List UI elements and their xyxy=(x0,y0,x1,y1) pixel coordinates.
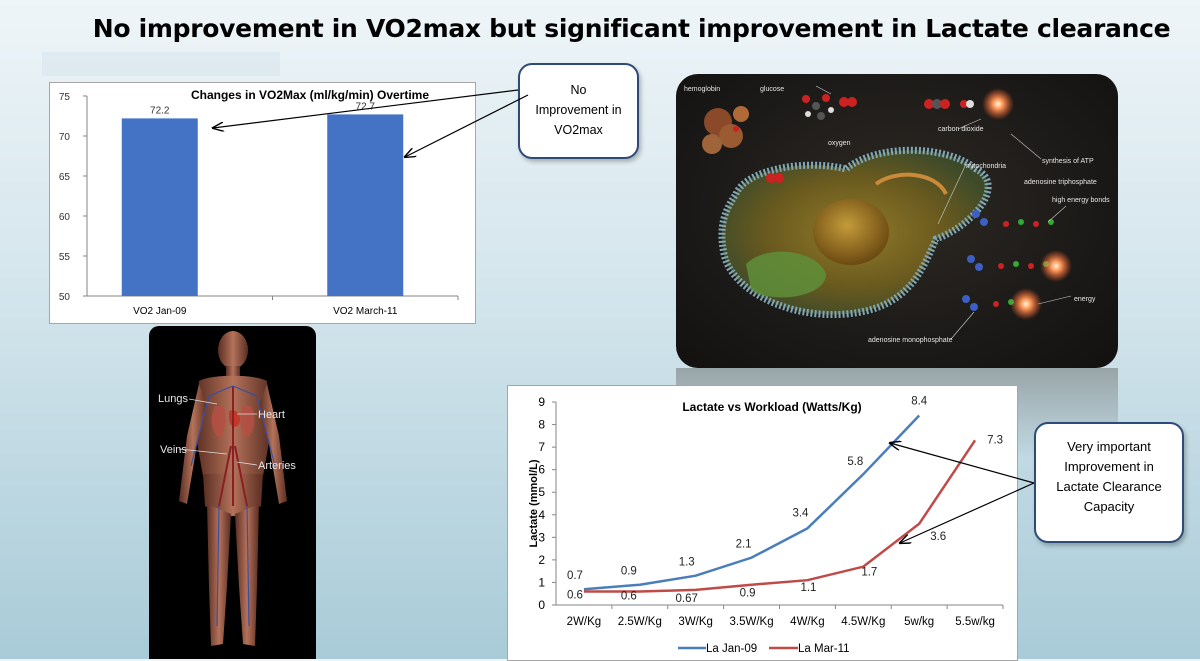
legend-label-jan: La Jan-09 xyxy=(706,643,757,655)
line-chart-title: Lactate vs Workload (Watts/Kg) xyxy=(682,400,861,414)
series-2-data-label: 3.6 xyxy=(930,531,946,543)
label-carbon-dioxide: carbon dioxide xyxy=(938,126,984,133)
lactate-line-chart: Lactate vs Workload (Watts/Kg) 0 1 2 3 4 5 6 7 8 9… xyxy=(507,385,1018,661)
label-energy: energy xyxy=(1074,296,1096,303)
line-y-tick-label: 5 xyxy=(538,485,545,499)
series-2-data-label: 1.7 xyxy=(861,567,877,579)
bar-2 xyxy=(327,114,404,297)
callout-lactate-improvement: Very important Improvement in Lactate Cl… xyxy=(1034,422,1184,543)
line-category-label: 4.5W/Kg xyxy=(841,616,885,628)
series-1-data-label: 0.7 xyxy=(567,570,583,582)
lactate-line-chart-svg: Lactate vs Workload (Watts/Kg) 0 1 2 3 4 5 6 7 8 9… xyxy=(528,395,1004,655)
callout-lactate-line-2: Improvement in xyxy=(1064,459,1154,474)
line-category-label: 3.5W/Kg xyxy=(730,616,774,628)
bar-chart-title: Changes in VO2Max (ml/kg/min) Overtime xyxy=(191,88,429,102)
vo2max-bar-chart-svg: Changes in VO2Max (ml/kg/min) Overtime 50… xyxy=(59,88,459,317)
series-2-data-label: 0.6 xyxy=(621,590,637,602)
label-synthesis-of-atp: synthesis of ATP xyxy=(1042,158,1094,165)
hemoglobin-molecule xyxy=(702,106,749,154)
label-arteries: Arteries xyxy=(258,460,296,472)
cell-energy-diagram: hemoglobin glucose oxygen carbon dioxide… xyxy=(676,74,1118,368)
series-line-2 xyxy=(583,439,977,593)
nucleus xyxy=(813,199,889,265)
atp-molecules xyxy=(962,210,1072,320)
line-y-tick-label: 0 xyxy=(538,598,545,612)
bar-y-tick-label: 55 xyxy=(59,252,71,263)
label-mitochondria: mitochondria xyxy=(966,163,1006,170)
line-y-tick-label: 8 xyxy=(538,418,545,432)
callout-vo2-line-3: VO2max xyxy=(554,123,603,137)
line-y-tick-label: 1 xyxy=(538,575,545,589)
line-y-axis-title: Lactate (mmol/L) xyxy=(528,459,540,547)
bar-value-label: 72.2 xyxy=(150,105,170,116)
series-2-data-label: 7.3 xyxy=(987,434,1003,446)
slide-title: No improvement in VO2max but significant… xyxy=(92,14,1171,43)
label-veins: Veins xyxy=(160,444,187,456)
line-y-tick-label: 2 xyxy=(538,553,545,567)
label-hemoglobin: hemoglobin xyxy=(684,86,720,93)
series-line-1 xyxy=(583,414,921,591)
series-2-data-label: 1.1 xyxy=(800,582,816,594)
bar-1 xyxy=(121,118,198,297)
series-1-data-label: 2.1 xyxy=(736,539,752,551)
callout-vo2-line-2: Improvement in xyxy=(535,103,622,117)
glucose-molecule xyxy=(802,94,834,120)
legend-label-mar: La Mar-11 xyxy=(798,643,850,655)
label-oxygen: oxygen xyxy=(828,140,851,147)
label-adenosine-monophosphate: adenosine monophosphate xyxy=(868,337,953,344)
line-category-label: 5w/kg xyxy=(904,616,934,628)
line-category-label: 4W/Kg xyxy=(790,616,825,628)
decorative-ribbon xyxy=(42,52,280,76)
bar-category-label: VO2 Jan-09 xyxy=(133,306,187,317)
bar-category-label: VO2 March-11 xyxy=(333,306,398,317)
line-y-tick-label: 9 xyxy=(538,395,545,409)
label-high-energy-bonds: high energy bonds xyxy=(1052,197,1110,204)
callout-vo2-line-1: No xyxy=(570,83,587,97)
series-2-data-label: 0.6 xyxy=(567,589,583,601)
cell-illustration: hemoglobin glucose oxygen carbon dioxide… xyxy=(684,85,1110,344)
vo2max-bar-chart: Changes in VO2Max (ml/kg/min) Overtime 50… xyxy=(49,82,476,324)
line-y-tick-label: 3 xyxy=(538,530,545,544)
label-heart: Heart xyxy=(258,409,285,421)
series-1-data-label: 5.8 xyxy=(847,456,863,468)
series-1-data-label: 0.9 xyxy=(621,566,637,578)
line-category-label: 5.5w/kg xyxy=(955,616,995,628)
line-category-label: 2.5W/Kg xyxy=(618,616,662,628)
series-1-data-label: 1.3 xyxy=(679,557,695,569)
series-2-data-label: 0.9 xyxy=(740,588,756,600)
series-1-data-label: 3.4 xyxy=(792,507,809,519)
energy-glow xyxy=(982,88,1014,120)
series-1-data-label: 8.4 xyxy=(911,396,928,408)
human-body-illustration: Lungs Heart Veins Arteries xyxy=(158,331,296,646)
line-category-label: 2W/Kg xyxy=(567,616,602,628)
line-category-label: 3W/Kg xyxy=(678,616,713,628)
label-glucose: glucose xyxy=(760,86,784,93)
bar-y-tick-label: 70 xyxy=(59,132,71,143)
callout-lactate-line-1: Very important xyxy=(1067,439,1151,454)
callout-no-improvement-vo2max: No Improvement in VO2max xyxy=(518,63,639,159)
bar-value-label: 72.7 xyxy=(356,101,376,112)
series-2-data-label: 0.67 xyxy=(675,593,697,605)
line-y-tick-label: 7 xyxy=(538,440,545,454)
label-lungs: Lungs xyxy=(158,393,188,405)
bar-y-tick-label: 65 xyxy=(59,172,71,183)
line-y-tick-label: 6 xyxy=(538,463,545,477)
bar-y-tick-label: 60 xyxy=(59,212,71,223)
bar-y-tick-label: 75 xyxy=(59,92,71,103)
human-circulatory-diagram: Lungs Heart Veins Arteries xyxy=(149,326,316,659)
label-adenosine-triphosphate: adenosine triphosphate xyxy=(1024,179,1097,186)
line-y-tick-label: 4 xyxy=(538,508,545,522)
callout-lactate-line-3: Lactate Clearance xyxy=(1056,479,1162,494)
mitochondrion-shape xyxy=(746,251,826,298)
callout-lactate-line-4: Capacity xyxy=(1083,499,1135,514)
bar-y-tick-label: 50 xyxy=(59,292,71,303)
